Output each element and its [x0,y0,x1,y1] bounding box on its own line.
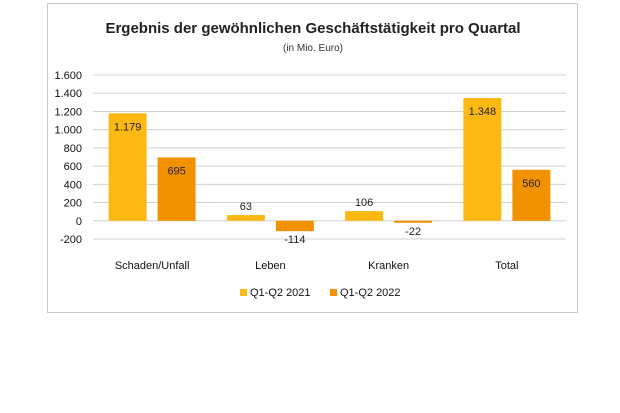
y-tick-label: 400 [64,179,82,191]
chart-subtitle: (in Mio. Euro) [283,43,343,54]
data-label: -114 [284,234,305,246]
x-category-label: Kranken [368,260,409,272]
legend-swatch [330,289,337,296]
y-tick-label: 1.000 [54,125,82,137]
bar-series-0-2 [345,211,384,221]
y-tick-label: 1.600 [54,70,82,82]
data-label: 1.348 [469,106,497,118]
y-tick-label: 0 [76,216,82,228]
bar-series-0-3 [463,97,502,221]
y-tick-label: 1.400 [54,88,82,100]
y-tick-label: 200 [64,198,82,210]
data-label: -22 [405,226,421,238]
bar-series-0-1 [226,215,265,221]
legend-label: Q1-Q2 2021 [250,287,311,299]
y-tick-label: 800 [64,143,82,155]
bar-series-1-2 [394,220,433,223]
y-tick-label: 600 [64,161,82,173]
legend-label: Q1-Q2 2022 [340,287,401,299]
chart-title: Ergebnis der gewöhnlichen Geschäftstätig… [105,20,520,37]
data-label: 560 [522,178,540,190]
data-label: 1.179 [114,121,142,133]
bar-series-1-1 [275,220,314,232]
x-category-label: Leben [255,260,286,272]
y-tick-label: -200 [60,234,82,246]
data-label: 63 [240,201,252,213]
legend-swatch [240,289,247,296]
x-category-label: Schaden/Unfall [115,260,190,272]
y-tick-label: 1.200 [54,106,82,118]
data-label: 695 [167,165,185,177]
data-label: 106 [355,197,373,209]
x-category-label: Total [495,260,518,272]
bar-series-1-3 [512,169,551,221]
bar-series-0-0 [108,113,147,221]
bar-series-1-0 [157,157,196,221]
